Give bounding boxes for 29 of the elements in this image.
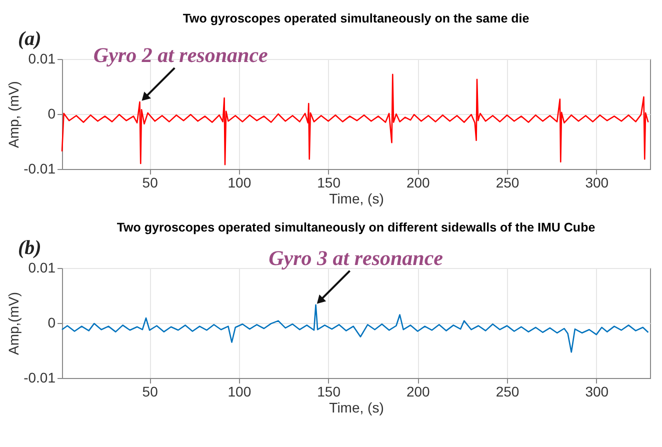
x-tick-label: 200 xyxy=(406,384,430,400)
chart-title: Two gyroscopes operated simultaneously on different sidewalls of the IMU Cube xyxy=(116,220,596,234)
x-tick-label: 50 xyxy=(142,174,158,190)
y-axis-title: Amp,(mV) xyxy=(6,292,22,355)
y-tick-label: -0.01 xyxy=(24,160,56,176)
x-tick-label: 200 xyxy=(406,174,430,190)
x-tick-label: 100 xyxy=(228,384,252,400)
x-tick-label: 100 xyxy=(228,174,252,190)
y-tick-label: 0 xyxy=(48,314,56,330)
y-axis-title: Amp, (mV) xyxy=(6,81,22,148)
text: (b) xyxy=(18,237,42,259)
y-tick-label: 0.01 xyxy=(28,50,56,66)
y-tick-label: 0.01 xyxy=(28,260,56,276)
x-axis-title: Time, (s) xyxy=(329,190,384,206)
x-tick-label: 300 xyxy=(585,384,609,400)
line-series xyxy=(61,74,649,166)
x-tick-label: 250 xyxy=(496,384,520,400)
annotation: Gyro 2 at resonance xyxy=(93,42,268,67)
chart-title: Two gyroscopes operated simultaneously on the same die xyxy=(182,12,530,26)
y-tick-label: -0.01 xyxy=(24,370,56,386)
x-tick-label: 250 xyxy=(496,174,520,190)
x-axis-title: Time, (s) xyxy=(329,400,384,416)
x-tick-label: 150 xyxy=(317,174,341,190)
x-tick-label: 300 xyxy=(585,174,609,190)
annotation: Gyro 3 at resonance xyxy=(268,246,443,270)
x-tick-label: 50 xyxy=(142,384,158,400)
text: (a) xyxy=(18,28,42,50)
x-tick-label: 150 xyxy=(317,384,341,400)
y-tick-label: 0 xyxy=(48,106,56,122)
